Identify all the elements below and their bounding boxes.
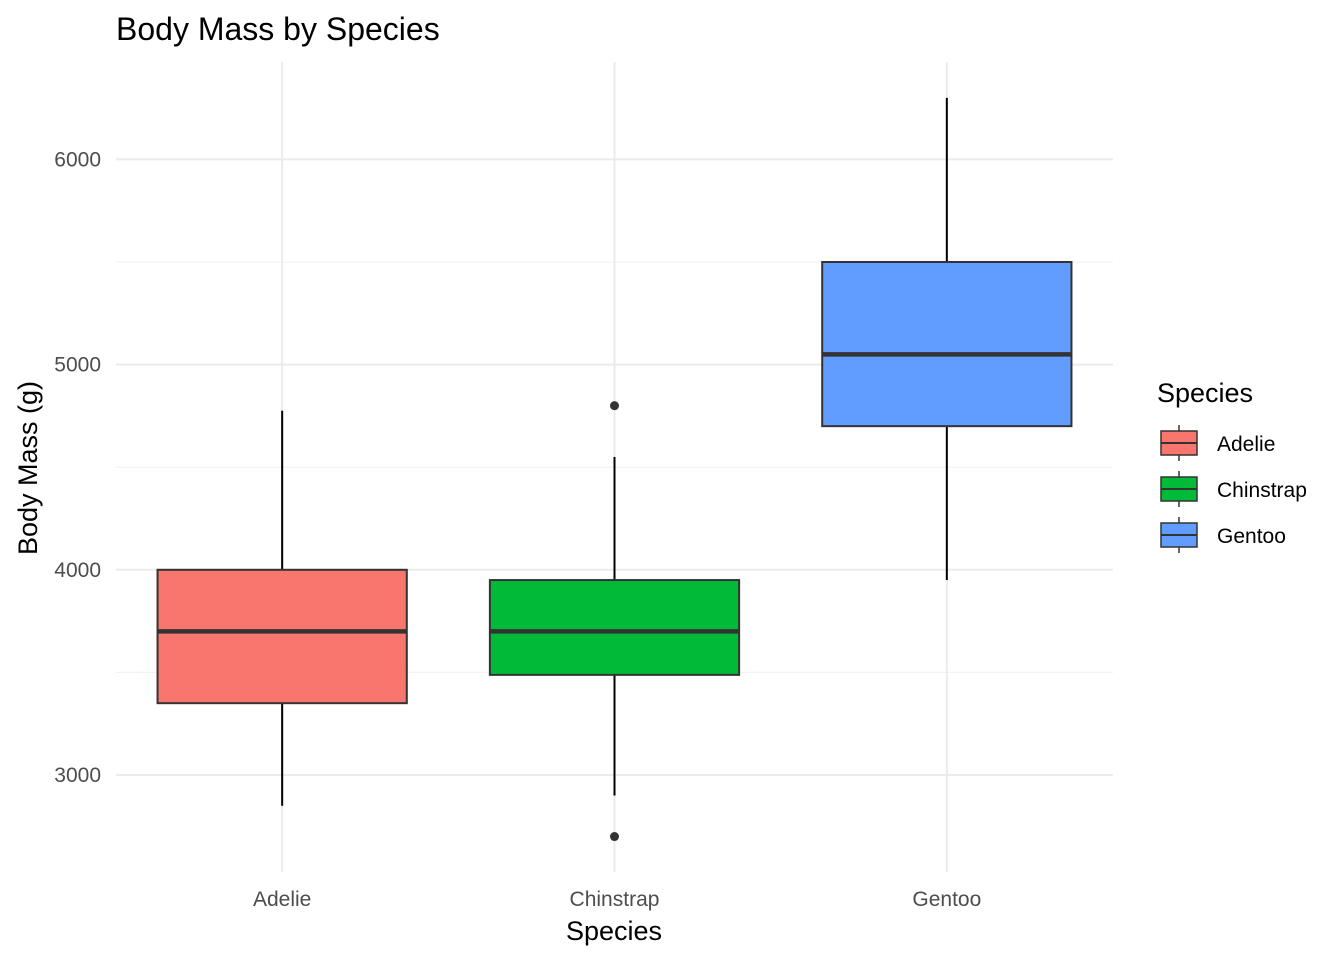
x-tick-label: Chinstrap bbox=[570, 888, 660, 911]
legend-title: Species bbox=[1157, 378, 1253, 408]
x-axis-title: Species bbox=[566, 916, 662, 946]
y-tick-label: 3000 bbox=[54, 764, 101, 787]
x-axis-ticks: Adelie Chinstrap Gentoo bbox=[253, 888, 981, 911]
outlier-point bbox=[610, 832, 619, 842]
box-iqr bbox=[821, 261, 1073, 428]
box-chinstrap bbox=[488, 401, 741, 842]
box-adelie bbox=[156, 410, 408, 806]
y-tick-label: 5000 bbox=[54, 354, 101, 377]
legend-label: Gentoo bbox=[1217, 525, 1286, 548]
legend-label: Chinstrap bbox=[1217, 479, 1307, 502]
legend-key-adelie bbox=[1160, 425, 1198, 461]
legend-key-chinstrap bbox=[1160, 471, 1198, 507]
outlier-point bbox=[610, 401, 619, 411]
legend: Species Adelie Chinstrap Gentoo bbox=[1157, 378, 1307, 553]
y-axis-ticks: 3000 4000 5000 6000 bbox=[54, 148, 101, 787]
y-axis-title: Body Mass (g) bbox=[13, 381, 43, 555]
legend-label: Adelie bbox=[1217, 433, 1275, 456]
legend-key-gentoo bbox=[1160, 517, 1198, 553]
x-tick-label: Gentoo bbox=[912, 888, 981, 911]
chart-title: Body Mass by Species bbox=[116, 11, 440, 47]
boxplot-series bbox=[156, 97, 1073, 842]
box-iqr bbox=[488, 579, 741, 676]
y-tick-label: 6000 bbox=[54, 148, 101, 171]
box-gentoo bbox=[821, 97, 1073, 581]
box-iqr bbox=[156, 568, 408, 705]
y-tick-label: 4000 bbox=[54, 559, 101, 582]
x-tick-label: Adelie bbox=[253, 888, 311, 911]
